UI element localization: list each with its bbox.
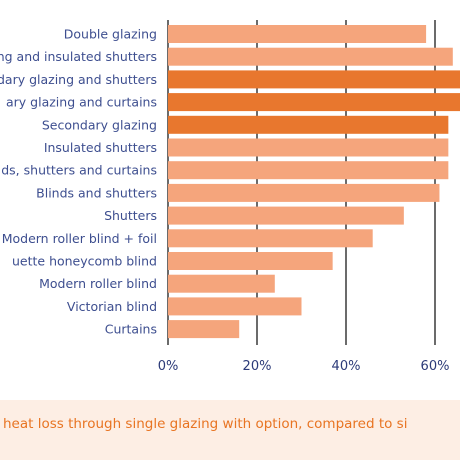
- x-tick-label: 0%: [158, 359, 179, 374]
- bar: [168, 70, 460, 89]
- category-label: ds, shutters and curtains: [1, 163, 157, 178]
- bar: [168, 229, 373, 248]
- bar: [168, 47, 453, 66]
- x-tick-labels: 0% 20% 40% 60%: [158, 359, 450, 374]
- bar: [168, 297, 302, 316]
- x-tick-label: 20%: [243, 359, 272, 374]
- x-axis-caption: heat loss through single glazing with op…: [3, 416, 407, 432]
- bar: [168, 25, 427, 43]
- bar: [168, 115, 449, 134]
- gridlines: [167, 20, 436, 345]
- category-label: ng and insulated shutters: [0, 49, 157, 64]
- bar: [168, 161, 449, 180]
- bar: [168, 252, 333, 270]
- x-tick-label: 40%: [332, 359, 361, 374]
- category-label: Victorian blind: [67, 299, 157, 314]
- category-label: ary glazing and curtains: [6, 95, 157, 110]
- caption-band: heat loss through single glazing with op…: [0, 400, 460, 460]
- category-label: Curtains: [105, 322, 157, 337]
- category-label: uette honeycomb blind: [12, 254, 157, 269]
- category-label: Blinds and shutters: [36, 185, 157, 200]
- bar: [168, 93, 460, 112]
- x-tick-label: 60%: [421, 359, 450, 374]
- category-label: Secondary glazing: [42, 117, 157, 132]
- category-label: Insulated shutters: [44, 140, 157, 155]
- category-label: dary glazing and shutters: [0, 72, 157, 87]
- category-label: Double glazing: [64, 27, 157, 42]
- category-label: Modern roller blind: [39, 276, 157, 291]
- category-label: Shutters: [104, 208, 157, 223]
- bar: [168, 183, 440, 202]
- bar: [168, 138, 449, 157]
- caption-background: [0, 400, 460, 460]
- bar: [168, 206, 404, 225]
- bar: [168, 320, 240, 339]
- category-labels: Double glazing ng and insulated shutters d…: [0, 27, 157, 337]
- bars: [168, 25, 460, 339]
- bar: [168, 274, 275, 293]
- category-label: Modern roller blind + foil: [2, 231, 157, 246]
